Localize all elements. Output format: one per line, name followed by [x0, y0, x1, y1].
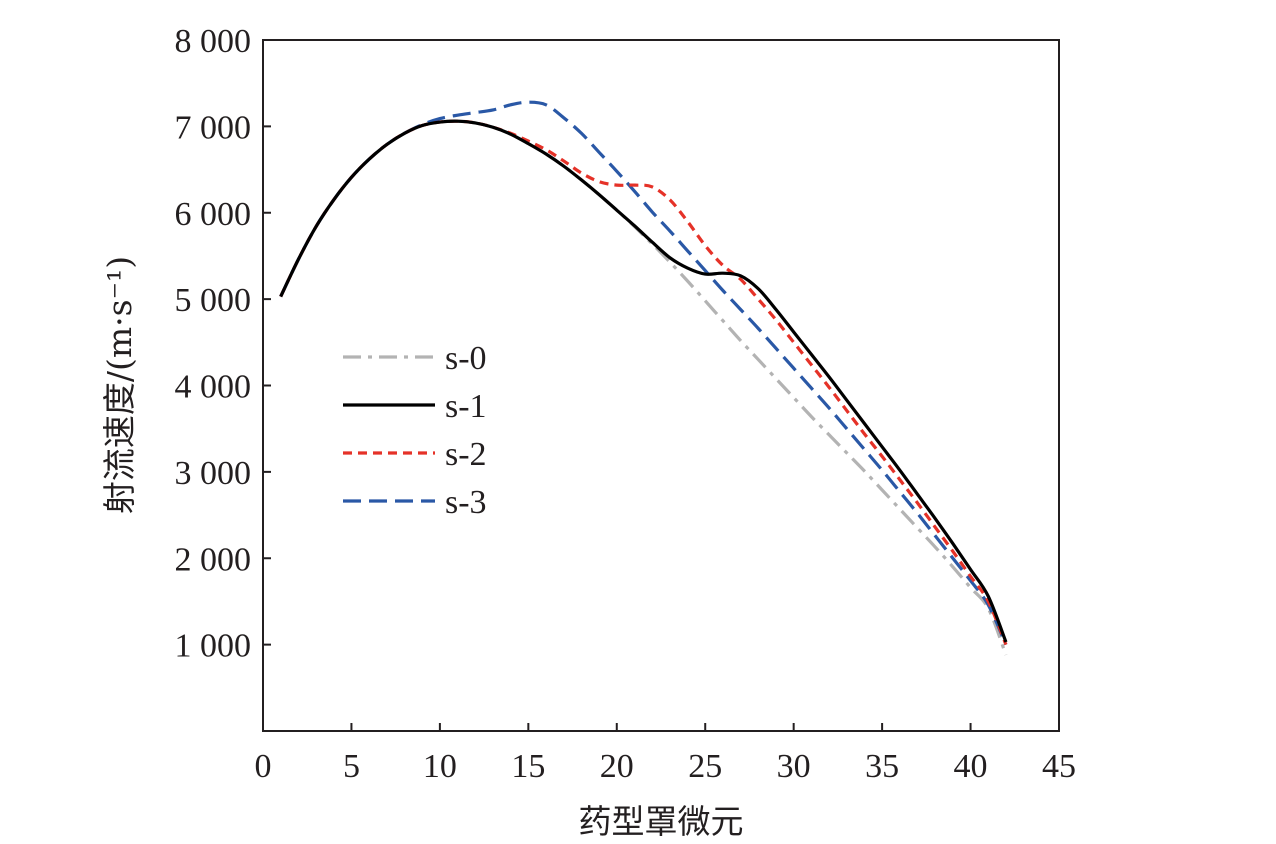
x-tick-label: 30 [777, 748, 811, 785]
y-axis-title: 射流速度/(m·s⁻¹) [100, 256, 139, 514]
y-tick-label: 3 000 [175, 455, 252, 492]
y-tick-label: 6 000 [175, 196, 252, 233]
x-tick-label: 45 [1042, 748, 1076, 785]
y-tick-label: 5 000 [175, 282, 252, 319]
x-tick-label: 20 [600, 748, 634, 785]
x-ticks: 0 5 10 15 20 25 30 35 40 45 [255, 723, 1076, 785]
plot-frame [262, 39, 1060, 732]
plot-lines [279, 100, 1008, 656]
x-tick-label: 10 [423, 748, 457, 785]
x-tick-label: 35 [865, 748, 899, 785]
series-line-s-2 [279, 119, 1008, 646]
x-tick-label: 25 [688, 748, 722, 785]
legend-label-s-2: s-2 [445, 436, 487, 473]
legend-label-s-3: s-3 [445, 484, 487, 521]
legend: s-0 s-1 s-2 s-3 [343, 340, 487, 521]
series-line-s-3 [279, 100, 1008, 646]
x-tick-label: 40 [954, 748, 988, 785]
y-tick-label: 4 000 [175, 369, 252, 406]
series-line-s-1 [279, 119, 1008, 643]
legend-label-s-0: s-0 [445, 340, 487, 377]
y-ticks: 1 000 2 000 3 000 4 000 5 000 6 000 7 000 8 000 [175, 23, 271, 665]
series-line-s-0 [279, 119, 1008, 656]
x-tick-label: 0 [255, 748, 272, 785]
y-tick-label: 8 000 [175, 23, 252, 60]
x-tick-label: 15 [511, 748, 545, 785]
y-tick-label: 1 000 [175, 628, 252, 665]
y-tick-label: 7 000 [175, 109, 252, 146]
legend-label-s-1: s-1 [445, 388, 487, 425]
y-tick-label: 2 000 [175, 541, 252, 578]
x-axis-title: 药型罩微元 [579, 802, 744, 841]
x-tick-label: 5 [343, 748, 360, 785]
